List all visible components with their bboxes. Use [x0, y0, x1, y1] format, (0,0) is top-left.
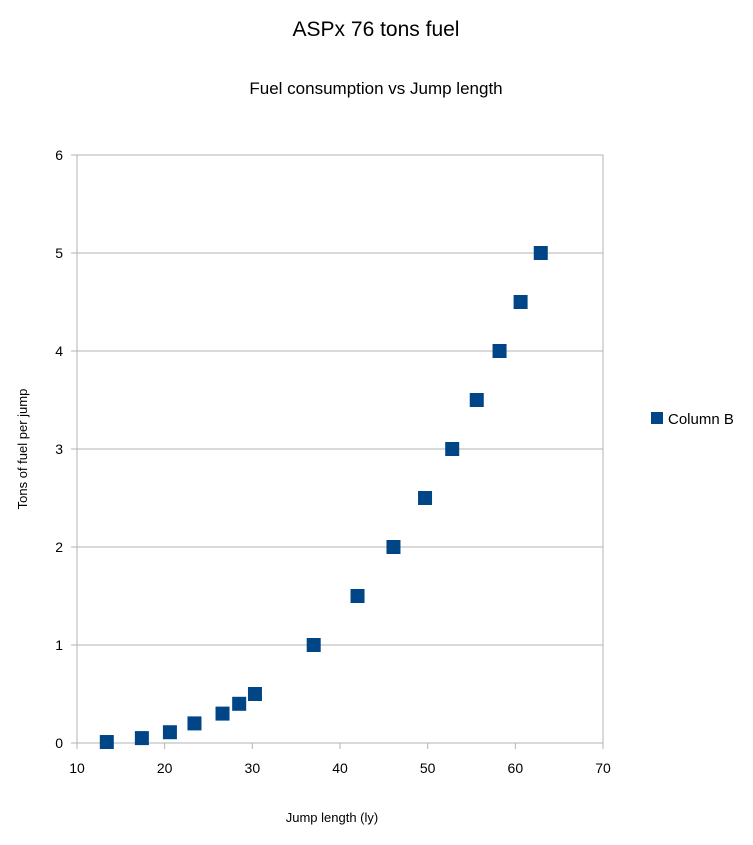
data-point [99, 735, 114, 750]
y-tick-label: 3 [55, 441, 63, 457]
data-point [306, 638, 321, 652]
legend-marker-column-b [651, 412, 663, 424]
data-point [533, 246, 548, 260]
x-axis-title: Jump length (ly) [286, 810, 378, 825]
data-point [187, 716, 202, 731]
data-point [492, 344, 507, 358]
x-tick-label: 60 [508, 760, 524, 776]
data-points [99, 246, 548, 750]
data-point [350, 589, 365, 603]
y-tick-label: 1 [55, 637, 63, 653]
data-point [469, 393, 484, 407]
y-tick-label: 6 [55, 147, 63, 163]
tick-labels: 0 1 2 3 4 5 6 10 20 30 40 50 60 70 [55, 147, 611, 776]
y-axis-title: Tons of fuel per jump [15, 389, 30, 510]
plot-frame [71, 154, 604, 749]
data-point [513, 295, 528, 309]
x-tick-label: 70 [595, 760, 611, 776]
legend: Column B [651, 411, 734, 428]
y-tick-label: 2 [55, 539, 63, 555]
data-point [215, 706, 230, 721]
data-point [134, 731, 149, 746]
x-tick-label: 20 [157, 760, 173, 776]
data-point [445, 442, 460, 456]
x-tick-label: 10 [69, 760, 85, 776]
chart-subtitle: Fuel consumption vs Jump length [249, 79, 502, 98]
y-tick-label: 5 [55, 245, 63, 261]
chart-title: ASPx 76 tons fuel [293, 18, 460, 41]
x-tick-label: 50 [420, 760, 436, 776]
gridlines [77, 154, 603, 744]
y-tick-label: 4 [55, 343, 63, 359]
x-tick-label: 30 [245, 760, 261, 776]
y-tick-label: 0 [55, 735, 63, 751]
data-point [232, 696, 247, 711]
legend-label-column-b: Column B [668, 411, 734, 428]
data-point [418, 491, 433, 505]
data-point [247, 687, 262, 701]
data-point [386, 540, 401, 554]
x-tick-label: 40 [332, 760, 348, 776]
data-point [162, 725, 177, 740]
